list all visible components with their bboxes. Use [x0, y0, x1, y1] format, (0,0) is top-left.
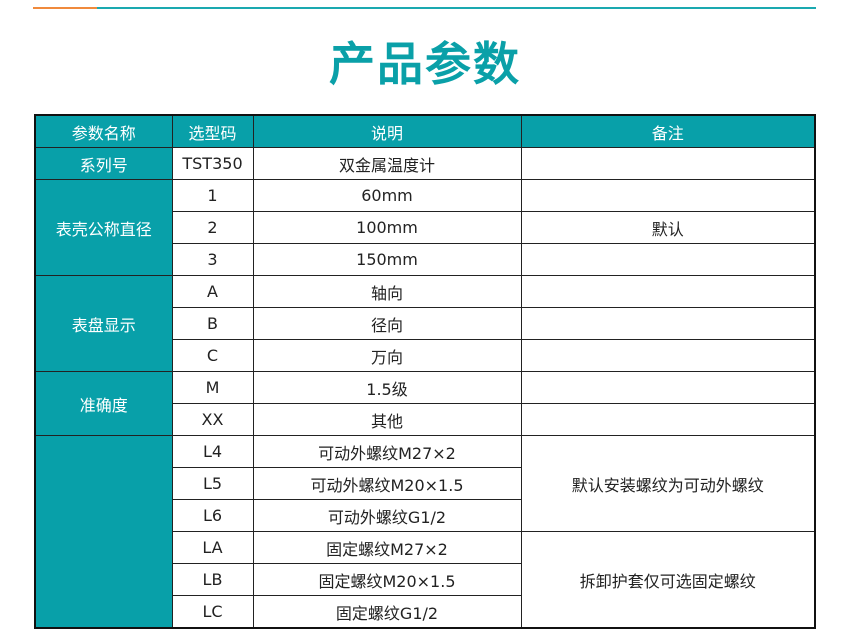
table-row: C 万向: [35, 339, 816, 372]
params-table: 参数名称 选型码 说明 备注 系列号 TST350 双金属温度计 表壳公称直径 …: [34, 114, 816, 629]
code-cell: L5: [171, 467, 254, 500]
desc-cell: 径向: [252, 307, 522, 340]
note-cell: [520, 403, 816, 436]
table-row: LC 固定螺纹G1/2: [35, 595, 815, 629]
code-cell: M: [171, 371, 254, 404]
desc-cell: 可动外螺纹M27×2: [252, 435, 522, 468]
desc-cell: 固定螺纹M27×2: [252, 531, 522, 564]
code-cell: TST350: [171, 147, 254, 180]
code-cell: L4: [171, 435, 254, 468]
desc-cell: 可动外螺纹G1/2: [252, 499, 522, 532]
desc-cell: 双金属温度计: [252, 147, 522, 180]
code-cell: 3: [171, 243, 254, 276]
code-cell: LC: [171, 595, 254, 629]
note-cell: [520, 147, 816, 180]
note-cell: [520, 339, 816, 372]
note-cell: [520, 243, 816, 276]
header-cell: 选型码: [171, 114, 254, 148]
table-row: 系列号 TST350 双金属温度计: [34, 147, 816, 180]
desc-cell: 100mm: [252, 211, 522, 244]
table-row: 表盘显示 A 轴向: [34, 275, 816, 372]
desc-cell: 其他: [252, 403, 522, 436]
param-name: 准确度: [34, 371, 173, 436]
desc-cell: 150mm: [252, 243, 522, 276]
header-cell: 说明: [252, 114, 522, 148]
param-name: [34, 435, 173, 629]
desc-cell: 60mm: [252, 179, 522, 212]
table-row: 2 100mm 默认: [35, 211, 816, 244]
divider-accent: [33, 7, 97, 9]
note-cell: 默认: [520, 211, 816, 244]
code-cell: L6: [171, 499, 254, 532]
table-row: 准确度 M 1.5级: [34, 371, 816, 436]
table-row: 3 150mm: [35, 243, 816, 276]
code-cell: 2: [171, 211, 254, 244]
note-cell: [520, 371, 816, 404]
table-row: L4 可动外螺纹M27×2 默认安装螺纹为可动外螺纹: [34, 435, 816, 629]
desc-cell: 万向: [252, 339, 522, 372]
desc-cell: 可动外螺纹M20×1.5: [252, 467, 522, 500]
table-row: L6 可动外螺纹G1/2: [35, 499, 815, 532]
code-cell: 1: [171, 179, 254, 212]
table-header: 参数名称 选型码 说明 备注: [34, 114, 816, 148]
header-cell: 备注: [520, 114, 816, 148]
header-cell: 参数名称: [34, 114, 173, 148]
param-name: 表壳公称直径: [34, 179, 173, 276]
code-cell: B: [171, 307, 254, 340]
desc-cell: 固定螺纹M20×1.5: [252, 563, 522, 596]
desc-cell: 轴向: [252, 275, 522, 308]
desc-cell: 1.5级: [252, 371, 522, 404]
code-cell: LB: [171, 563, 254, 596]
note-cell: [520, 307, 816, 340]
code-cell: A: [171, 275, 254, 308]
note-cell: 默认安装螺纹为可动外螺纹: [520, 435, 816, 532]
param-name: 表盘显示: [34, 275, 173, 372]
note-cell: [520, 275, 816, 308]
table-row: LA 固定螺纹M27×2 拆卸护套仅可选固定螺纹: [35, 531, 816, 629]
table-row: L5 可动外螺纹M20×1.5: [35, 467, 815, 500]
code-cell: XX: [171, 403, 254, 436]
page-title: 产品参数: [329, 37, 521, 91]
table-row: LB 固定螺纹M20×1.5: [35, 563, 815, 596]
table-row: 表壳公称直径 1 60mm: [34, 179, 816, 276]
top-divider: [33, 7, 816, 9]
note-cell: [520, 179, 816, 212]
desc-cell: 固定螺纹G1/2: [252, 595, 522, 629]
code-cell: C: [171, 339, 254, 372]
table-row: B 径向: [35, 307, 816, 340]
note-cell: 拆卸护套仅可选固定螺纹: [520, 531, 816, 629]
code-cell: LA: [171, 531, 254, 564]
param-name: 系列号: [34, 147, 173, 180]
